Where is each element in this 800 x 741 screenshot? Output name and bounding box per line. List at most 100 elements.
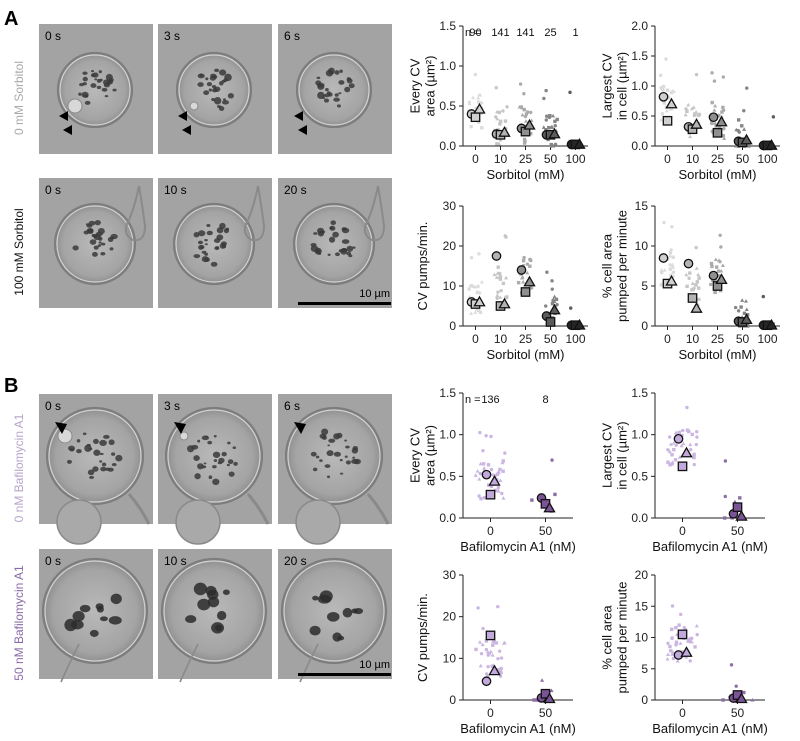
granule <box>351 608 358 614</box>
data-point <box>478 430 482 435</box>
data-point <box>742 311 747 316</box>
data-point <box>478 93 483 97</box>
data-point <box>670 604 675 608</box>
data-point <box>477 494 481 498</box>
data-point <box>550 458 554 462</box>
data-point <box>550 287 554 291</box>
cell <box>160 557 268 665</box>
data-point <box>736 128 740 133</box>
granule <box>87 469 95 476</box>
data-point <box>670 462 674 466</box>
y-tick-label: 0.5 <box>439 99 456 113</box>
stalk <box>299 643 319 683</box>
granule <box>352 456 356 459</box>
cell-halo <box>59 54 131 126</box>
data-point <box>692 452 696 457</box>
panel-label-a: A <box>4 8 18 30</box>
arrowhead-icon <box>63 125 72 135</box>
data-point <box>685 109 689 113</box>
data-point <box>718 233 722 237</box>
granule <box>346 77 352 81</box>
replicate-mean <box>673 650 684 660</box>
granule <box>214 68 220 73</box>
replicate-mean <box>488 474 501 486</box>
panel-label-b: B <box>4 375 18 397</box>
granule <box>352 246 356 249</box>
data-point <box>695 280 700 284</box>
replicate-mean <box>573 318 586 330</box>
granule <box>338 80 345 85</box>
granule <box>208 475 213 480</box>
micrograph: 20 s <box>278 549 392 683</box>
replicate-mean <box>677 629 688 640</box>
data-point <box>522 255 526 260</box>
data-point <box>670 225 674 229</box>
x-tick-label: 50 <box>731 524 745 538</box>
granule <box>96 605 104 613</box>
data-point <box>479 651 484 656</box>
granule <box>327 444 331 447</box>
y-tick-label: 0.0 <box>631 139 648 153</box>
granule <box>205 77 209 81</box>
data-point <box>659 268 664 272</box>
granule <box>99 78 103 82</box>
data-point <box>502 640 507 645</box>
data-point <box>504 275 509 280</box>
x-tick-label: 25 <box>519 332 533 346</box>
granule <box>324 464 331 468</box>
data-point <box>495 472 500 477</box>
granule <box>206 224 211 227</box>
data-point <box>482 466 487 470</box>
y-axis-label: Every CV <box>408 428 423 483</box>
cell-halo <box>44 560 146 662</box>
data-point <box>501 469 505 473</box>
x-axis-label: Bafilomycin A1 (nM) <box>652 721 768 736</box>
data-point <box>467 100 472 105</box>
granule <box>100 251 106 256</box>
y-tick-label: 1.0 <box>439 59 456 73</box>
data-point <box>544 88 548 93</box>
data-point <box>688 271 692 275</box>
y-tick-label: 10 <box>635 631 649 645</box>
data-point <box>694 623 699 628</box>
data-point <box>679 443 684 448</box>
n-label: n = <box>465 394 481 406</box>
contractile-vacuole <box>179 431 189 441</box>
data-point <box>484 639 489 643</box>
data-point <box>723 459 728 463</box>
x-tick-label: 50 <box>736 332 750 346</box>
granule <box>97 244 101 247</box>
data-point <box>739 305 743 309</box>
data-point <box>469 283 474 288</box>
data-point <box>545 270 549 274</box>
granule <box>339 458 343 462</box>
granule <box>91 233 96 238</box>
data-point <box>694 430 699 434</box>
data-point <box>505 105 509 109</box>
data-point <box>495 296 499 300</box>
cell <box>172 202 256 286</box>
granule <box>82 432 87 436</box>
data-point <box>520 274 525 279</box>
data-point <box>714 265 719 269</box>
data-point <box>736 118 741 122</box>
micrograph: 6 s <box>278 394 392 545</box>
data-point <box>720 263 725 267</box>
data-point <box>771 115 776 119</box>
y-tick-label: 0.0 <box>439 139 456 153</box>
granule <box>319 590 333 603</box>
data-point <box>492 272 497 277</box>
data-point <box>736 309 741 313</box>
granule <box>87 228 94 234</box>
data-point <box>670 453 674 457</box>
data-point <box>496 469 501 474</box>
row-label-b2: 50 nM Bafilomycin A1 <box>12 565 26 681</box>
replicate-mean <box>523 275 536 287</box>
micrograph: 3 s <box>158 24 272 154</box>
granule <box>78 92 82 96</box>
granule <box>185 615 197 624</box>
data-point <box>695 632 699 637</box>
data-point <box>659 117 664 122</box>
